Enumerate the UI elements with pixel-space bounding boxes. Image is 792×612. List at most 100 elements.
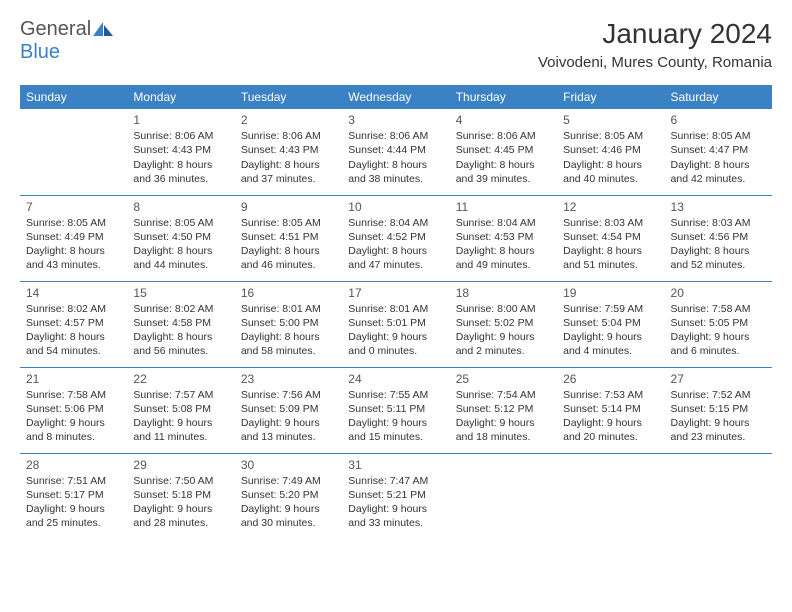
calendar-day-cell: 16Sunrise: 8:01 AMSunset: 5:00 PMDayligh…: [235, 281, 342, 367]
logo-text-general: General: [20, 18, 91, 40]
day-number: 21: [26, 371, 121, 387]
day-number: 15: [133, 285, 228, 301]
sunrise-line: Sunrise: 8:03 AM: [671, 216, 766, 230]
calendar-day-cell: 22Sunrise: 7:57 AMSunset: 5:08 PMDayligh…: [127, 367, 234, 453]
daylight-line-1: Daylight: 8 hours: [241, 330, 336, 344]
location-text: Voivodeni, Mures County, Romania: [538, 54, 772, 71]
sunrise-line: Sunrise: 8:04 AM: [456, 216, 551, 230]
calendar-day-cell: 5Sunrise: 8:05 AMSunset: 4:46 PMDaylight…: [557, 109, 664, 195]
calendar-day-cell: 11Sunrise: 8:04 AMSunset: 4:53 PMDayligh…: [450, 195, 557, 281]
calendar-day-cell: 26Sunrise: 7:53 AMSunset: 5:14 PMDayligh…: [557, 367, 664, 453]
calendar-day-cell: 18Sunrise: 8:00 AMSunset: 5:02 PMDayligh…: [450, 281, 557, 367]
logo-sail-icon: [93, 22, 113, 36]
daylight-line-1: Daylight: 9 hours: [456, 330, 551, 344]
daylight-line-2: and 51 minutes.: [563, 258, 658, 272]
sunset-line: Sunset: 5:04 PM: [563, 316, 658, 330]
month-title: January 2024: [538, 18, 772, 50]
daylight-line-2: and 44 minutes.: [133, 258, 228, 272]
sunset-line: Sunset: 4:49 PM: [26, 230, 121, 244]
sunset-line: Sunset: 4:57 PM: [26, 316, 121, 330]
day-number: 16: [241, 285, 336, 301]
title-block: January 2024 Voivodeni, Mures County, Ro…: [538, 18, 772, 71]
daylight-line-1: Daylight: 9 hours: [563, 330, 658, 344]
daylight-line-2: and 11 minutes.: [133, 430, 228, 444]
daylight-line-2: and 13 minutes.: [241, 430, 336, 444]
day-number: 13: [671, 199, 766, 215]
sunset-line: Sunset: 5:05 PM: [671, 316, 766, 330]
daylight-line-1: Daylight: 9 hours: [348, 416, 443, 430]
calendar-day-cell: [665, 453, 772, 539]
sunset-line: Sunset: 5:20 PM: [241, 488, 336, 502]
sunset-line: Sunset: 4:45 PM: [456, 143, 551, 157]
day-number: 29: [133, 457, 228, 473]
daylight-line-1: Daylight: 8 hours: [133, 330, 228, 344]
calendar-day-cell: 29Sunrise: 7:50 AMSunset: 5:18 PMDayligh…: [127, 453, 234, 539]
daylight-line-1: Daylight: 8 hours: [26, 244, 121, 258]
day-number: 11: [456, 199, 551, 215]
day-number: 24: [348, 371, 443, 387]
calendar-day-cell: 28Sunrise: 7:51 AMSunset: 5:17 PMDayligh…: [20, 453, 127, 539]
calendar-week-row: 28Sunrise: 7:51 AMSunset: 5:17 PMDayligh…: [20, 453, 772, 539]
daylight-line-2: and 23 minutes.: [671, 430, 766, 444]
sunrise-line: Sunrise: 8:03 AM: [563, 216, 658, 230]
daylight-line-2: and 25 minutes.: [26, 516, 121, 530]
daylight-line-2: and 33 minutes.: [348, 516, 443, 530]
sunrise-line: Sunrise: 8:06 AM: [241, 129, 336, 143]
calendar-day-cell: 20Sunrise: 7:58 AMSunset: 5:05 PMDayligh…: [665, 281, 772, 367]
daylight-line-2: and 52 minutes.: [671, 258, 766, 272]
calendar-day-cell: 21Sunrise: 7:58 AMSunset: 5:06 PMDayligh…: [20, 367, 127, 453]
daylight-line-1: Daylight: 8 hours: [241, 244, 336, 258]
day-number: 3: [348, 112, 443, 128]
sunset-line: Sunset: 4:51 PM: [241, 230, 336, 244]
sunrise-line: Sunrise: 8:05 AM: [241, 216, 336, 230]
calendar-day-cell: [20, 109, 127, 195]
sunrise-line: Sunrise: 7:58 AM: [671, 302, 766, 316]
sunrise-line: Sunrise: 8:05 AM: [563, 129, 658, 143]
daylight-line-1: Daylight: 8 hours: [348, 158, 443, 172]
calendar-week-row: 7Sunrise: 8:05 AMSunset: 4:49 PMDaylight…: [20, 195, 772, 281]
daylight-line-1: Daylight: 8 hours: [348, 244, 443, 258]
day-number: 19: [563, 285, 658, 301]
daylight-line-1: Daylight: 8 hours: [133, 158, 228, 172]
day-header: Monday: [127, 85, 234, 109]
calendar-day-cell: 14Sunrise: 8:02 AMSunset: 4:57 PMDayligh…: [20, 281, 127, 367]
logo-text-blue: Blue: [20, 41, 60, 63]
sunrise-line: Sunrise: 8:02 AM: [133, 302, 228, 316]
day-header: Friday: [557, 85, 664, 109]
sunrise-line: Sunrise: 8:05 AM: [26, 216, 121, 230]
day-number: 12: [563, 199, 658, 215]
day-header: Sunday: [20, 85, 127, 109]
sunrise-line: Sunrise: 8:00 AM: [456, 302, 551, 316]
day-number: 23: [241, 371, 336, 387]
daylight-line-2: and 15 minutes.: [348, 430, 443, 444]
daylight-line-1: Daylight: 9 hours: [671, 330, 766, 344]
daylight-line-2: and 6 minutes.: [671, 344, 766, 358]
sunrise-line: Sunrise: 7:55 AM: [348, 388, 443, 402]
sunset-line: Sunset: 5:01 PM: [348, 316, 443, 330]
daylight-line-1: Daylight: 8 hours: [671, 244, 766, 258]
day-number: 10: [348, 199, 443, 215]
sunrise-line: Sunrise: 8:05 AM: [133, 216, 228, 230]
day-number: 8: [133, 199, 228, 215]
day-number: 20: [671, 285, 766, 301]
calendar-day-cell: 31Sunrise: 7:47 AMSunset: 5:21 PMDayligh…: [342, 453, 449, 539]
sunset-line: Sunset: 4:44 PM: [348, 143, 443, 157]
daylight-line-2: and 4 minutes.: [563, 344, 658, 358]
daylight-line-2: and 43 minutes.: [26, 258, 121, 272]
daylight-line-1: Daylight: 9 hours: [26, 502, 121, 516]
sunset-line: Sunset: 4:52 PM: [348, 230, 443, 244]
day-number: 1: [133, 112, 228, 128]
calendar-day-cell: 19Sunrise: 7:59 AMSunset: 5:04 PMDayligh…: [557, 281, 664, 367]
sunset-line: Sunset: 5:21 PM: [348, 488, 443, 502]
daylight-line-2: and 30 minutes.: [241, 516, 336, 530]
sunset-line: Sunset: 4:56 PM: [671, 230, 766, 244]
calendar-day-cell: 1Sunrise: 8:06 AMSunset: 4:43 PMDaylight…: [127, 109, 234, 195]
daylight-line-2: and 36 minutes.: [133, 172, 228, 186]
day-number: 25: [456, 371, 551, 387]
sunset-line: Sunset: 5:06 PM: [26, 402, 121, 416]
daylight-line-1: Daylight: 9 hours: [241, 502, 336, 516]
sunrise-line: Sunrise: 7:54 AM: [456, 388, 551, 402]
sunrise-line: Sunrise: 7:47 AM: [348, 474, 443, 488]
sunrise-line: Sunrise: 8:05 AM: [671, 129, 766, 143]
daylight-line-1: Daylight: 9 hours: [26, 416, 121, 430]
